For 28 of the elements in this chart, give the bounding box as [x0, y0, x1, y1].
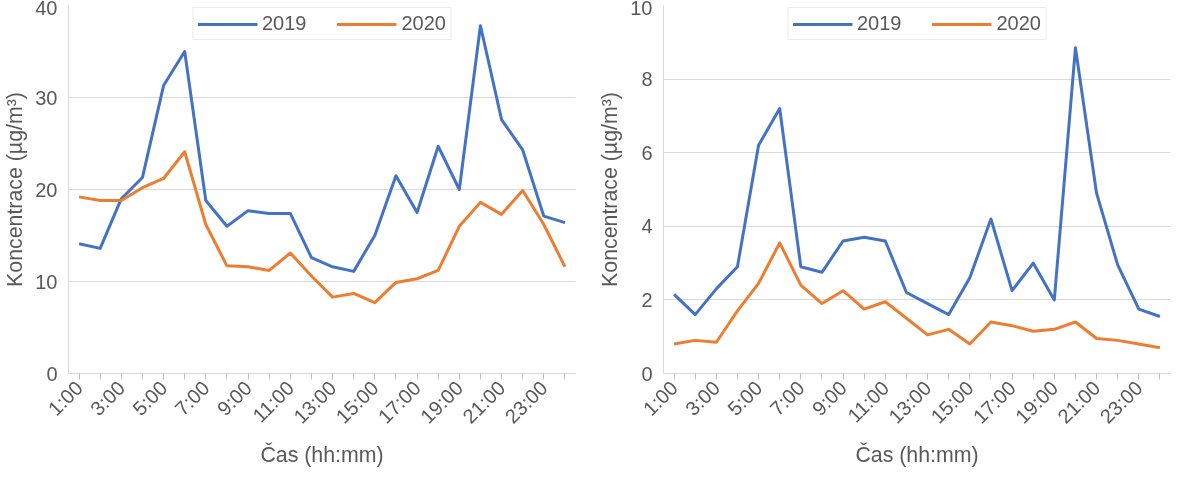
x-axis-title: Čas (hh:mm)	[855, 442, 979, 468]
x-tick-label: 3:00	[681, 376, 725, 420]
legend-label: 2020	[996, 12, 1041, 35]
y-axis-title: Koncentrace (µg/m³)	[598, 92, 623, 287]
legend-label: 2019	[857, 12, 902, 35]
y-tick-label: 8	[641, 68, 653, 91]
legend-label: 2019	[262, 12, 307, 35]
line-series	[672, 46, 1162, 318]
y-tick-label: 40	[35, 0, 58, 19]
x-tick-label: 3:00	[86, 376, 130, 420]
line-series	[672, 241, 1162, 350]
x-tick-label: 5:00	[128, 376, 172, 420]
y-tick-label: 10	[35, 270, 58, 293]
line-series	[77, 150, 567, 305]
y-tick-label: 0	[46, 362, 58, 385]
y-tick-label: 4	[641, 215, 653, 238]
y-tick-label: 0	[641, 362, 653, 385]
y-tick-label: 20	[35, 178, 58, 201]
x-axis-title: Čas (hh:mm)	[260, 442, 384, 468]
x-tick-label: 7:00	[170, 376, 214, 420]
legend-label: 2020	[401, 12, 446, 35]
x-tick-label: 5:00	[723, 376, 767, 420]
y-tick-label: 30	[35, 86, 58, 109]
x-tick-label: 7:00	[765, 376, 809, 420]
y-tick-label: 10	[630, 0, 653, 19]
y-tick-label: 6	[641, 141, 653, 164]
y-tick-label: 2	[641, 288, 653, 311]
y-axis-title: Koncentrace (µg/m³)	[3, 92, 28, 287]
